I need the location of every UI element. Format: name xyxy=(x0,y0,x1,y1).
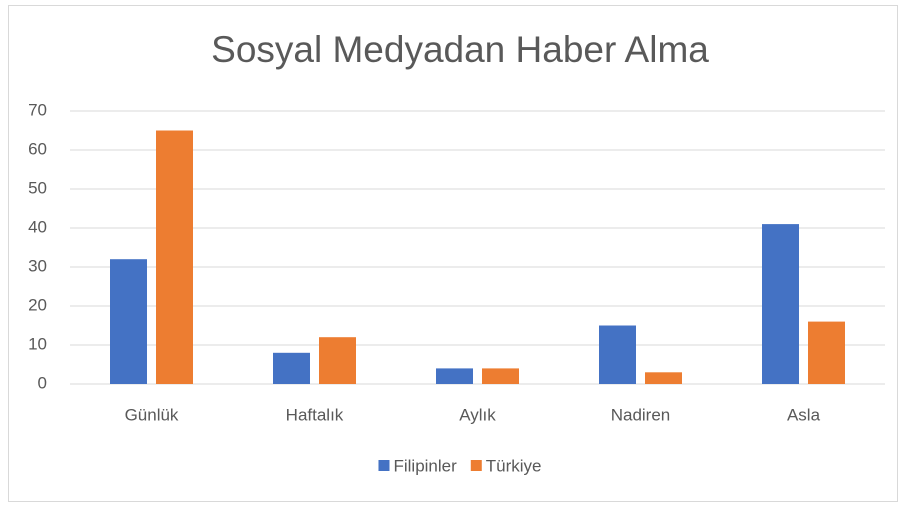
y-tick-label: 10 xyxy=(28,334,47,353)
bar xyxy=(808,321,845,384)
bar xyxy=(482,368,519,384)
legend-label: Türkiye xyxy=(486,456,542,475)
bar xyxy=(156,130,193,384)
x-tick-label: Asla xyxy=(787,405,821,424)
y-tick-label: 60 xyxy=(28,139,47,158)
bar xyxy=(645,372,682,384)
y-tick-label: 70 xyxy=(28,100,47,119)
legend-swatch xyxy=(378,460,390,471)
y-tick-label: 30 xyxy=(28,256,47,275)
bar xyxy=(762,224,799,384)
bar xyxy=(599,325,636,384)
x-tick-label: Nadiren xyxy=(611,405,671,424)
y-tick-label: 40 xyxy=(28,217,47,236)
legend-swatch xyxy=(470,460,482,471)
legend-label: Filipinler xyxy=(393,456,457,475)
y-tick-label: 50 xyxy=(28,178,47,197)
y-tick-label: 20 xyxy=(28,295,47,314)
x-tick-label: Haftalık xyxy=(286,405,344,424)
x-tick-label: Günlük xyxy=(125,405,179,424)
bar xyxy=(319,337,356,384)
bar xyxy=(436,368,473,384)
chart-title: Sosyal Medyadan Haber Alma xyxy=(211,29,709,70)
y-tick-label: 0 xyxy=(38,373,47,392)
x-tick-label: Aylık xyxy=(459,405,496,424)
bar xyxy=(110,259,147,384)
bar xyxy=(273,352,310,384)
